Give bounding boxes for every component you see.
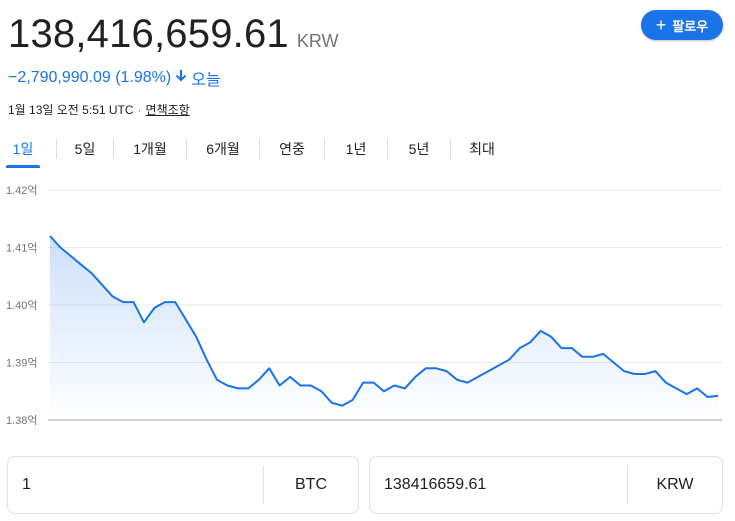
converter-divider <box>627 466 628 504</box>
price-header: 138,416,659.61 KRW <box>8 10 339 58</box>
converter-divider <box>263 466 264 504</box>
y-tick-label: 1.42억 <box>6 184 38 197</box>
price-chart[interactable]: 1.42억 1.41억 1.40억 1.39억 1.38억 <box>0 175 735 430</box>
tab-divider <box>113 139 114 159</box>
tab-divider <box>450 139 451 159</box>
tab-1m[interactable]: 1개월 <box>133 141 167 157</box>
tab-6m[interactable]: 6개월 <box>206 141 240 157</box>
price-change: −2,790,990.09 (1.98%) 오늘 <box>8 66 221 90</box>
tab-divider <box>324 139 325 159</box>
converter-from: 1 BTC <box>7 456 359 514</box>
from-currency-select[interactable]: BTC <box>295 476 327 493</box>
follow-button[interactable]: + 팔로우 <box>641 10 723 40</box>
converter-to: 138416659.61 KRW <box>369 456 723 514</box>
to-currency-select[interactable]: KRW <box>656 476 694 493</box>
timestamp-row: 1월 13일 오전 5:51 UTC · 면책조항 <box>8 101 190 118</box>
change-value: −2,790,990.09 (1.98%) <box>8 69 172 86</box>
follow-label: 팔로우 <box>672 18 709 34</box>
tab-max[interactable]: 최대 <box>469 141 495 157</box>
tab-divider <box>56 139 57 159</box>
tab-5y[interactable]: 5년 <box>408 141 430 157</box>
tab-ytd[interactable]: 연중 <box>279 141 305 157</box>
tab-divider <box>186 139 187 159</box>
current-price: 138,416,659.61 <box>8 12 289 56</box>
from-amount-input[interactable]: 1 <box>22 476 31 493</box>
tab-1d[interactable]: 1일 <box>6 134 40 168</box>
change-period: 오늘 <box>191 72 221 89</box>
to-amount-input[interactable]: 138416659.61 <box>384 476 487 493</box>
disclaimer-link[interactable]: 면책조항 <box>145 103 190 117</box>
timestamp: 1월 13일 오전 5:51 UTC <box>8 103 134 117</box>
arrow-down-icon <box>175 69 187 87</box>
y-tick-label: 1.38억 <box>6 414 38 427</box>
y-tick-label: 1.39억 <box>6 357 38 370</box>
range-tabs: 1일 5일 1개월 6개월 연중 1년 5년 최대 <box>6 134 513 168</box>
price-currency: KRW <box>296 31 339 51</box>
tab-divider <box>259 139 260 159</box>
chart-price-line <box>49 235 719 407</box>
y-tick-label: 1.40억 <box>6 299 38 312</box>
y-tick-label: 1.41억 <box>6 242 38 255</box>
plus-icon: + <box>655 15 667 35</box>
tab-5d[interactable]: 5일 <box>74 141 96 157</box>
chart-area-fill <box>50 236 718 420</box>
tab-divider <box>387 139 388 159</box>
tab-1y[interactable]: 1년 <box>345 141 367 157</box>
meta-separator: · <box>137 103 142 117</box>
